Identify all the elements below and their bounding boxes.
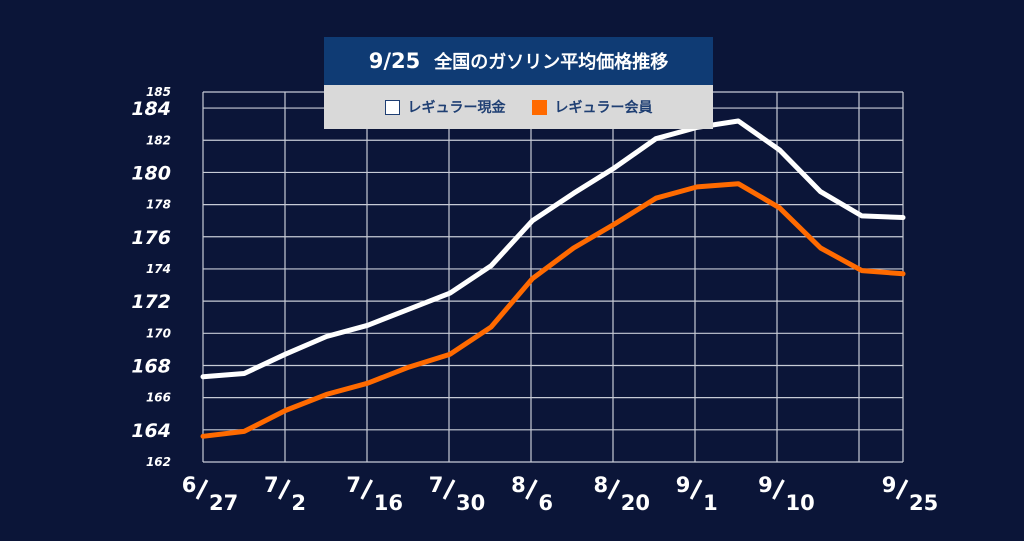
x-tick-slash — [607, 479, 621, 500]
series-line-member — [200, 181, 906, 439]
x-tick-month: 8 — [511, 473, 526, 497]
x-tick-slash — [525, 479, 538, 500]
y-tick-label: 182 — [146, 133, 171, 147]
x-tick-slash — [772, 479, 785, 500]
title-text: 全国のガソリン平均価格推移 — [434, 52, 669, 73]
x-tick-month: 9 — [882, 473, 897, 497]
series-layer — [200, 118, 906, 439]
x-tick-label: 91 — [676, 473, 718, 515]
legend: レギュラー現金 レギュラー会員 — [324, 85, 713, 129]
legend-label-cash: レギュラー現金 — [407, 100, 506, 116]
x-tick-month: 6 — [182, 473, 197, 497]
x-tick-label: 86 — [511, 473, 553, 515]
legend-label-member: レギュラー会員 — [554, 100, 653, 116]
chart-title: 9/25 全国のガソリン平均価格推移 — [324, 37, 713, 85]
x-tick-day: 25 — [909, 491, 938, 515]
y-tick-label: 168 — [131, 355, 171, 377]
x-tick-slash — [442, 479, 456, 500]
x-tick-month: 8 — [593, 473, 608, 497]
y-tick-label: 174 — [146, 262, 171, 276]
x-tick-slash — [195, 479, 209, 500]
y-tick-label: 185 — [146, 85, 171, 99]
x-tick-day: 27 — [209, 491, 238, 515]
x-tick-month: 9 — [676, 473, 691, 497]
y-tick-label: 180 — [131, 162, 171, 184]
y-tick-label: 178 — [146, 198, 171, 212]
x-tick-day: 6 — [538, 491, 553, 515]
x-tick-label: 7 16 — [346, 473, 403, 515]
series-line-cash — [200, 118, 906, 380]
y-tick-label: 184 — [131, 98, 171, 120]
y-tick-label: 166 — [146, 391, 171, 405]
x-tick-label: 9 10 — [758, 473, 815, 515]
y-tick-label: 164 — [131, 420, 171, 442]
x-tick-slash — [895, 479, 909, 500]
x-tick-day: 30 — [456, 491, 485, 515]
x-tick-day: 16 — [374, 491, 403, 515]
x-tick-label: 9 25 — [882, 473, 939, 515]
y-tick-label: 176 — [131, 227, 171, 249]
x-tick-month: 7 — [346, 473, 361, 497]
legend-item-member: レギュラー会員 — [531, 97, 653, 117]
x-tick-slash — [278, 479, 291, 500]
x-tick-label: 7 30 — [429, 473, 486, 515]
x-tick-slash — [689, 479, 703, 500]
grid-layer — [202, 91, 904, 463]
x-tick-month: 7 — [429, 473, 444, 497]
x-tick-label: 72 — [264, 473, 306, 515]
x-tick-slash — [360, 479, 374, 500]
legend-item-cash: レギュラー現金 — [384, 97, 506, 117]
x-tick-month: 7 — [264, 473, 279, 497]
title-date: 9/25 — [368, 49, 421, 73]
x-tick-day: 2 — [291, 491, 306, 515]
legend-swatch-cash — [384, 99, 400, 115]
x-tick-label: 6 27 — [182, 473, 239, 515]
x-tick-label: 8 20 — [593, 473, 650, 515]
x-tick-day: 20 — [621, 491, 650, 515]
y-tick-label: 170 — [146, 326, 171, 340]
legend-swatch-member — [531, 99, 547, 115]
y-tick-label: 172 — [131, 291, 171, 313]
x-tick-month: 9 — [758, 473, 773, 497]
x-tick-day: 1 — [703, 491, 718, 515]
y-tick-label: 162 — [146, 455, 171, 469]
x-tick-day: 10 — [785, 491, 814, 515]
